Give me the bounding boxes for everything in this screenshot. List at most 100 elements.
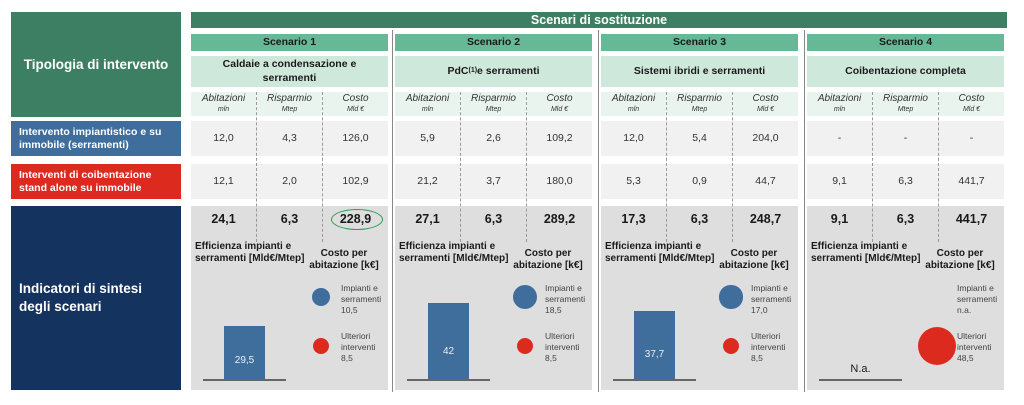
scenario-separator <box>804 30 805 392</box>
column-divider <box>322 92 323 242</box>
column-header: Risparmio Mtep <box>461 92 526 116</box>
scenario-subtitle: PdC (1) e serramenti <box>395 56 592 87</box>
cost-ulteriori-label: Ulteriori interventi 48,5 <box>957 331 1004 364</box>
total-value: 24,1 <box>211 212 236 226</box>
cell-value: 4,3 <box>282 132 297 144</box>
cell-value: 180,0 <box>546 175 573 187</box>
cell-value: - <box>837 132 842 144</box>
column-header-unit: Mtep <box>897 106 914 113</box>
cell-value: - <box>903 132 908 144</box>
bar-baseline <box>613 379 696 381</box>
column-header: Abitazioni mln <box>395 92 460 116</box>
cell-value: 126,0 <box>342 132 369 144</box>
efficiency-value: 37,7 <box>644 349 665 361</box>
scenari-header: Scenari di sostituzione <box>191 12 1007 28</box>
row-coibentazione <box>807 164 1004 199</box>
total-value: 6,3 <box>896 212 915 226</box>
legend-value: 48,5 <box>957 353 974 363</box>
row-impiantistico <box>395 121 592 156</box>
cell-value: 3,7 <box>486 175 501 187</box>
sintesi-panel <box>191 206 388 390</box>
column-header: Costo Mld € <box>527 92 592 116</box>
scenario-separator <box>392 30 393 392</box>
column-header-unit: Mld € <box>346 106 365 113</box>
cell-value: 44,7 <box>755 175 776 187</box>
legend-text: Ulteriori interventi <box>341 331 376 352</box>
column-header: Risparmio Mtep <box>667 92 732 116</box>
column-header-label: Risparmio <box>882 93 928 104</box>
column-header-unit: Mld € <box>550 106 569 113</box>
column-header: Abitazioni mln <box>807 92 872 116</box>
legend-text: Impianti e serramenti <box>751 283 792 304</box>
column-divider <box>732 92 733 242</box>
cost-ulteriori-circle <box>312 337 330 355</box>
total-value: 27,1 <box>415 212 440 226</box>
legend-text: Impianti e serramenti <box>341 283 382 304</box>
row-label-sintesi: Indicatori di sintesi degli scenari <box>11 206 181 390</box>
column-header: Costo Mld € <box>733 92 798 116</box>
efficiency-value: 42 <box>442 346 455 358</box>
cell-value: 0,9 <box>692 175 707 187</box>
column-header-unit: mln <box>217 106 230 113</box>
column-header-label: Risparmio <box>676 93 722 104</box>
total-value: 9,1 <box>830 212 849 226</box>
column-header-unit: mln <box>833 106 846 113</box>
legend-value: 17,0 <box>751 305 768 315</box>
scenario-subtitle: Sistemi ibridi e serramenti <box>601 56 798 87</box>
scenario-column: Scenario 2 PdC (1) e serramenti Abitazioni m… <box>395 34 592 390</box>
column-header-label: Abitazioni <box>405 93 450 104</box>
column-header: Abitazioni mln <box>601 92 666 116</box>
legend-value: 18,5 <box>545 305 562 315</box>
column-header: Abitazioni mln <box>191 92 256 116</box>
efficiency-label: Efficienza impianti e serramenti [Mld€/M… <box>605 241 715 264</box>
total-value: 248,7 <box>749 212 782 226</box>
subtitle-text: e serramenti <box>477 64 540 77</box>
cell-value: 9,1 <box>832 175 847 187</box>
column-header-unit: Mld € <box>962 106 981 113</box>
cell-value: 12,1 <box>213 175 234 187</box>
cell-value: 12,0 <box>623 132 644 144</box>
subtitle-text: Sistemi ibridi e serramenti <box>633 64 766 77</box>
scenario-title: Scenario 2 <box>395 34 592 51</box>
column-header-label: Costo <box>546 93 573 104</box>
column-header-unit: Mtep <box>485 106 502 113</box>
column-header-label: Abitazioni <box>611 93 656 104</box>
total-value: 17,3 <box>621 212 646 226</box>
scenario-title: Scenario 4 <box>807 34 1004 51</box>
scenario-column: Scenario 4 Coibentazione completa Abitazio… <box>807 34 1004 390</box>
cell-value: 5,4 <box>692 132 707 144</box>
legend-value: 8,5 <box>341 353 353 363</box>
column-divider <box>872 92 873 242</box>
subtitle-text: PdC <box>447 64 469 77</box>
row-impiantistico <box>807 121 1004 156</box>
cost-impianti-circle <box>719 285 743 309</box>
cell-value: 2,0 <box>282 175 297 187</box>
cell-value: 21,2 <box>417 175 438 187</box>
sintesi-panel <box>807 206 1004 390</box>
cost-impianti-label: Impianti e serramenti n.a. <box>957 283 1004 316</box>
column-header: Costo Mld € <box>323 92 388 116</box>
cell-value: 109,2 <box>546 132 573 144</box>
row-coibentazione <box>395 164 592 199</box>
efficiency-label: Efficienza impianti e serramenti [Mld€/M… <box>811 241 921 264</box>
row-impiantistico <box>601 121 798 156</box>
legend-text: Impianti e serramenti <box>545 283 586 304</box>
efficiency-value: N.a. <box>850 363 871 375</box>
column-header-unit: Mld € <box>756 106 775 113</box>
cell-value: 6,3 <box>898 175 913 187</box>
row-coibentazione <box>191 164 388 199</box>
cost-impianti-label: Impianti e serramenti 17,0 <box>751 283 798 316</box>
legend-value: n.a. <box>957 305 972 315</box>
total-value: 6,3 <box>280 212 299 226</box>
highlight-ellipse <box>331 209 383 230</box>
column-header-unit: Mtep <box>691 106 708 113</box>
efficiency-value: 29,5 <box>234 354 255 366</box>
cell-value: 441,7 <box>958 175 985 187</box>
column-header: Risparmio Mtep <box>873 92 938 116</box>
scenario-title: Scenario 1 <box>191 34 388 51</box>
column-header-label: Abitazioni <box>201 93 246 104</box>
scenario-column: Scenario 1 Caldaie a condensazione e serr… <box>191 34 388 390</box>
bar-baseline <box>819 379 902 381</box>
column-header: Risparmio Mtep <box>257 92 322 116</box>
scenario-title: Scenario 3 <box>601 34 798 51</box>
